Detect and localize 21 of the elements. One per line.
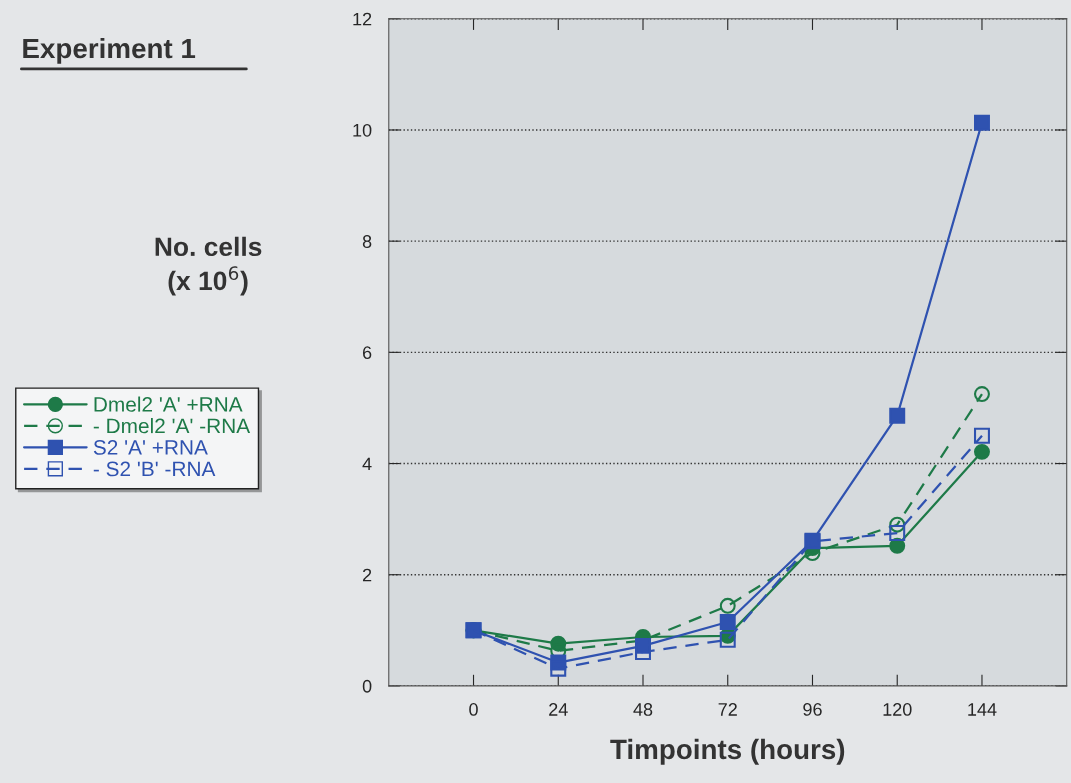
y-tick-label: 10 xyxy=(353,123,372,137)
x-tick-label: 144 xyxy=(968,703,997,716)
y-tick-label: 8 xyxy=(362,235,372,248)
y-axis-title: No. cells (x 10$^{6}$) xyxy=(155,236,262,296)
y-tick-label: 4 xyxy=(362,457,372,471)
text: Experiment 1 xyxy=(23,37,196,64)
x-tick-label: 0 xyxy=(469,703,478,716)
x-tick-label: 24 xyxy=(549,703,568,716)
x-tick-label: 120 xyxy=(883,703,912,716)
y-tick-label: 12 xyxy=(353,12,372,26)
y-tick-label: 2 xyxy=(362,568,372,582)
x-tick-label: 48 xyxy=(633,703,653,716)
x-axis-title: Timpoints (hours) xyxy=(610,738,845,765)
x-tick-label: 72 xyxy=(718,703,737,716)
legend-label: S2 'A' +RNA xyxy=(93,440,208,455)
y-tick-label: 6 xyxy=(362,346,372,360)
legend-label: Dmel2 'A' +RNA xyxy=(94,396,243,412)
legend-label: - S2 'B' -RNA xyxy=(93,461,216,477)
legend-label: - Dmel2 'A' -RNA xyxy=(93,418,251,434)
x-tick-label: 96 xyxy=(803,703,822,716)
y-tick-label: 0 xyxy=(362,679,372,693)
